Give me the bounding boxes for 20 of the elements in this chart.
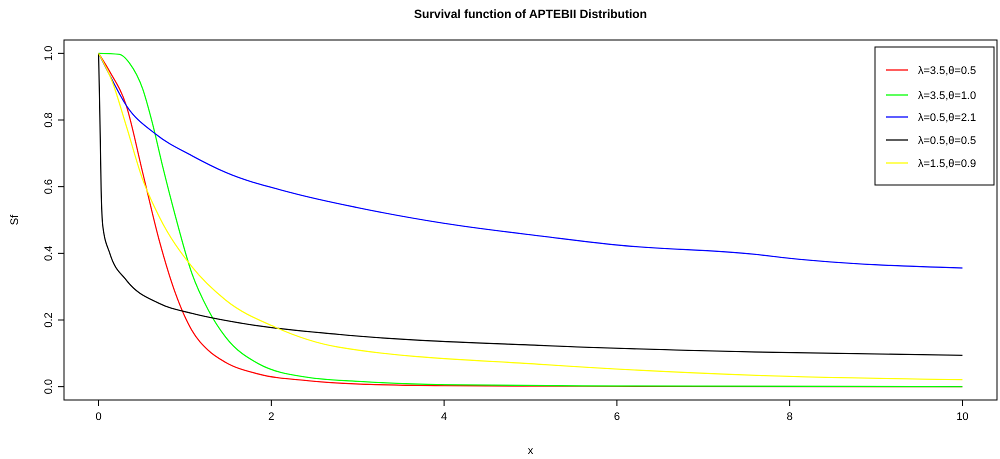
y-tick-label: 1.0	[43, 46, 55, 61]
legend-label: λ=1.5,θ=0.9	[918, 158, 976, 170]
legend-label: λ=3.5,θ=1.0	[918, 90, 976, 102]
legend-label: λ=0.5,θ=0.5	[918, 134, 976, 147]
x-axis-title: x	[528, 445, 534, 457]
x-tick-label: 0	[95, 411, 102, 423]
y-tick-label: 0.8	[43, 112, 55, 128]
x-tick-label: 8	[786, 411, 793, 423]
x-tick-label: 10	[956, 411, 969, 423]
y-axis-title: Sf	[9, 214, 21, 226]
legend-label: λ=3.5,θ=0.5	[918, 64, 976, 77]
y-tick-label: 0.4	[43, 246, 55, 261]
x-tick-label: 6	[614, 411, 620, 423]
y-tick-label: 0.0	[43, 379, 55, 394]
y-tick-label: 0.2	[43, 312, 55, 328]
y-tick-label: 0.6	[43, 179, 55, 194]
chart-title: Survival function of APTEBII Distribution	[414, 7, 647, 21]
x-tick-label: 4	[441, 411, 448, 423]
x-tick-label: 2	[268, 411, 274, 423]
legend-label: λ=0.5,θ=2.1	[918, 112, 976, 124]
